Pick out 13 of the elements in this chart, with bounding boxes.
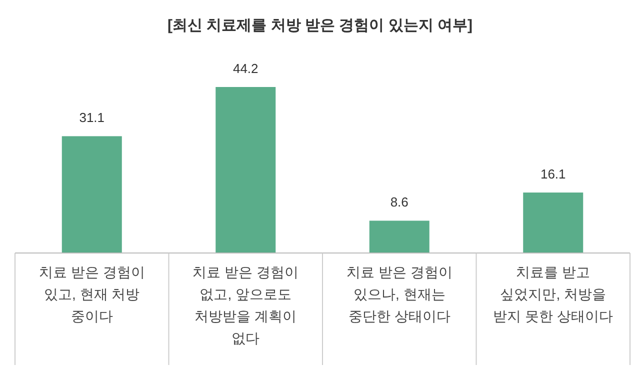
data-label: 8.6 — [390, 194, 408, 210]
x-tick-label: 치료 받은 경험이 없고, 앞으로도 처방받을 계획이 없다 — [192, 264, 299, 346]
data-label: 44.2 — [232, 61, 258, 76]
bar — [216, 87, 276, 253]
bar — [523, 192, 584, 253]
bar — [369, 220, 430, 253]
chart-title: [최신 치료제를 처방 받은 경험이 있는지 여부] — [168, 17, 472, 34]
x-tick-label: 치료 받은 경험이 있고, 현재 처방 중이다 — [38, 264, 145, 324]
x-tick-label: 치료를 받고 싶었지만, 처방을 받지 못한 상태이다 — [493, 264, 614, 324]
data-label: 31.1 — [79, 110, 105, 126]
x-tick-label: 치료 받은 경험이 있으나, 현재는 중단한 상태이다 — [346, 264, 452, 324]
bar — [62, 136, 122, 253]
data-label: 16.1 — [540, 166, 566, 182]
